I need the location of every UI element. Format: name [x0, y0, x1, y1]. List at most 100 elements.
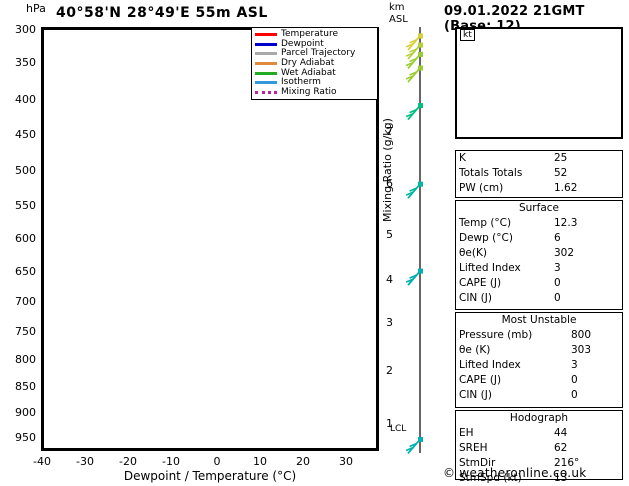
altitude-tick: 6: [386, 177, 393, 190]
table-row: CAPE (J) 0: [456, 373, 622, 388]
row-key: Lifted Index: [459, 262, 521, 274]
row-value: 44: [554, 427, 568, 439]
temperature-tick: -20: [119, 455, 137, 468]
row-key: Totals Totals: [459, 167, 523, 179]
temperature-tick: 0: [213, 455, 221, 468]
panel-heading: Most Unstable: [501, 314, 577, 326]
hodograph-unit-label: kt: [460, 29, 475, 41]
row-key: θe (K): [459, 344, 491, 356]
table-row: EH 44: [456, 426, 622, 441]
legend-swatch-dewpoint: [255, 42, 277, 46]
row-value: 0: [554, 277, 561, 289]
row-value: 3: [571, 359, 578, 371]
legend-item: Temperature: [255, 30, 375, 40]
panel-heading: Hodograph: [509, 412, 569, 424]
legend-item: Mixing Ratio: [255, 87, 375, 98]
pressure-tick: 450: [15, 128, 36, 141]
legend-item: Parcel Trajectory: [255, 49, 375, 59]
row-value: 6: [554, 232, 561, 244]
row-key: SREH: [459, 442, 488, 454]
row-value: 0: [571, 389, 578, 401]
table-row: Temp (°C) 12.3: [456, 216, 622, 231]
table-row: CIN (J) 0: [456, 291, 622, 306]
altitude-tick: 5: [386, 228, 393, 241]
table-row: PW (cm) 1.62: [456, 181, 622, 196]
pressure-tick: 800: [15, 353, 36, 366]
page-title: 40°58'N 28°49'E 55m ASL: [56, 5, 268, 21]
row-key: Dewp (°C): [459, 232, 513, 244]
pressure-tick: 400: [15, 93, 36, 106]
row-value: 52: [554, 167, 568, 179]
table-row: CIN (J) 0: [456, 388, 622, 403]
pressure-axis-unit-label: hPa: [26, 2, 46, 15]
table-row: Totals Totals 52: [456, 166, 622, 181]
row-key: CIN (J): [459, 292, 492, 304]
legend-swatch-mixing-ratio: [255, 90, 277, 94]
table-row: Dewp (°C) 6: [456, 231, 622, 246]
temperature-tick: 10: [253, 455, 267, 468]
legend-swatch-wet-adiabat: [255, 71, 277, 75]
row-value: 1.62: [554, 182, 578, 194]
pressure-tick: 350: [15, 56, 36, 69]
table-row: CAPE (J) 0: [456, 276, 622, 291]
row-key: CAPE (J): [459, 374, 502, 386]
legend-label: Dry Adiabat: [281, 58, 335, 69]
surface-panel: Surface Temp (°C) 12.3 Dewp (°C) 6 θe(K) 30…: [455, 200, 623, 310]
row-value: 302: [554, 247, 575, 259]
altitude-tick: 1: [386, 417, 393, 430]
hodograph-frame: [455, 27, 623, 139]
row-key: StmDir: [459, 457, 496, 469]
pressure-tick: 500: [15, 164, 36, 177]
row-value: 0: [554, 292, 561, 304]
legend-item: Wet Adiabat: [255, 68, 375, 78]
most-unstable-panel: Most Unstable Pressure (mb) 800 θe (K) 303…: [455, 312, 623, 408]
table-row: K 25: [456, 151, 622, 166]
row-value: 216°: [554, 457, 580, 469]
legend-item: Dewpoint: [255, 38, 375, 50]
copyright-notice: © weatheronline.co.uk: [443, 466, 587, 480]
legend-label: Parcel Trajectory: [281, 48, 356, 59]
legend-item: Isotherm: [255, 78, 375, 88]
pressure-tick: 550: [15, 199, 36, 212]
row-key: EH: [459, 427, 474, 439]
pressure-tick: 700: [15, 295, 36, 308]
pressure-tick: 300: [15, 23, 36, 36]
row-value: 303: [571, 344, 592, 356]
table-row: StmDir 216°: [456, 456, 622, 471]
table-row: Lifted Index 3: [456, 261, 622, 276]
table-row: Lifted Index 3: [456, 358, 622, 373]
temperature-tick: 20: [296, 455, 310, 468]
chart-legend: Temperature Dewpoint Parcel Trajectory D…: [251, 28, 377, 101]
table-row: SREH 62: [456, 441, 622, 456]
x-axis-title: Dewpoint / Temperature (°C): [123, 469, 297, 483]
row-key: CIN (J): [459, 389, 492, 401]
legend-swatch-dry-adiabat: [255, 62, 277, 66]
panel-heading: Surface: [518, 202, 559, 214]
table-row: StmSpd (kt) 13: [456, 471, 622, 486]
temperature-tick: -30: [76, 455, 94, 468]
legend-label: Isotherm: [281, 77, 321, 88]
indices-panel: K 25 Totals Totals 52 PW (cm) 1.62: [455, 150, 623, 198]
pressure-tick: 950: [15, 431, 36, 444]
pressure-tick: 750: [15, 325, 36, 338]
legend-item: Dry Adiabat: [255, 59, 375, 69]
row-value: 800: [571, 329, 592, 341]
legend-label: Temperature: [281, 29, 339, 40]
legend-label: Dewpoint: [281, 38, 324, 49]
legend-swatch-parcel: [255, 52, 277, 56]
row-value: 13: [554, 472, 568, 484]
altitude-tick: 4: [386, 273, 393, 286]
row-key: Lifted Index: [459, 359, 521, 371]
row-value: 12.3: [554, 217, 578, 229]
wind-barb-column: [405, 27, 423, 455]
legend-label: Wet Adiabat: [281, 67, 336, 78]
temperature-tick: -10: [162, 455, 180, 468]
row-key: Temp (°C): [459, 217, 512, 229]
temperature-tick: 30: [339, 455, 353, 468]
lcl-marker-label: LCL: [390, 424, 407, 434]
altitude-axis-unit-label: km: [389, 2, 405, 13]
row-value: 0: [571, 374, 578, 386]
mixing-ratio-axis-title: Mixing Ratio (g/kg): [381, 118, 394, 222]
row-value: 62: [554, 442, 568, 454]
row-key: Pressure (mb): [459, 329, 533, 341]
